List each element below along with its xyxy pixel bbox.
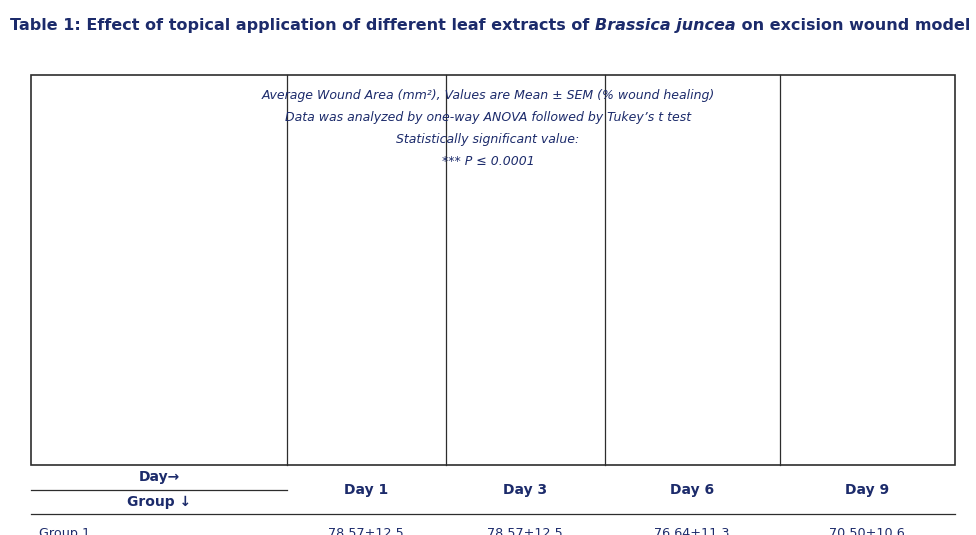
Text: 78.57±12.5
(0%): 78.57±12.5 (0%) [328,527,404,535]
Text: Day 9: Day 9 [845,483,889,496]
Text: 70.50±10.6
(10.27%): 70.50±10.6 (10.27%) [830,527,905,535]
Text: Average Wound Area (mm²), Values are Mean ± SEM (% wound healing): Average Wound Area (mm²), Values are Mea… [262,89,714,102]
Text: Day→: Day→ [139,470,180,485]
Text: Day 3: Day 3 [503,483,548,496]
Text: Table 1: Effect of topical application of different leaf extracts of: Table 1: Effect of topical application o… [10,18,595,33]
Text: Brassica juncea: Brassica juncea [595,18,736,33]
Text: Group ↓: Group ↓ [127,494,191,509]
Text: 78.57±12.5
(0%): 78.57±12.5 (0%) [487,527,563,535]
Text: Day 1: Day 1 [344,483,388,496]
Text: Group 1
(Positive Control): Group 1 (Positive Control) [39,527,149,535]
Text: *** P ≤ 0.0001: *** P ≤ 0.0001 [441,155,535,168]
Text: Statistically significant value:: Statistically significant value: [396,133,580,146]
Text: on excision wound model: on excision wound model [736,18,970,33]
Text: Day 6: Day 6 [670,483,714,496]
Text: Data was analyzed by one-way ANOVA followed by Tukey’s t test: Data was analyzed by one-way ANOVA follo… [285,111,691,124]
Text: 76.64±11.3
(2.45%): 76.64±11.3 (2.45%) [654,527,730,535]
Bar [31,75,955,465]
